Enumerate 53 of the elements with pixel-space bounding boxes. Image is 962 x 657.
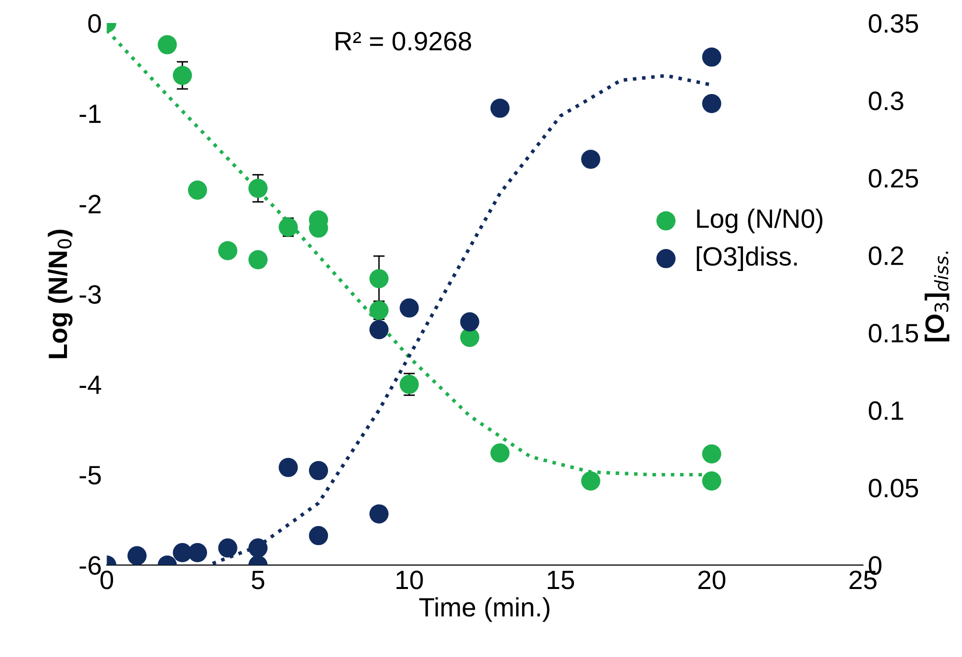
y-tick-label: -2	[80, 194, 101, 214]
x-tick-label: 10	[396, 570, 423, 590]
y-axis-title: Log (N/N$_{0}$)	[48, 230, 73, 358]
legend-label: [O3]diss.	[696, 246, 797, 271]
x-tick-label: 20	[698, 570, 726, 590]
point	[581, 471, 600, 491]
point	[702, 94, 722, 114]
point	[369, 269, 389, 288]
point	[218, 241, 238, 260]
point	[369, 504, 389, 524]
point	[158, 35, 177, 54]
point	[369, 300, 389, 320]
point	[127, 546, 147, 566]
point	[248, 250, 268, 270]
point	[702, 444, 722, 464]
point	[172, 66, 192, 85]
point	[278, 218, 298, 237]
y-tick-label: -6	[80, 556, 101, 575]
y-tick-label: -1	[80, 104, 101, 123]
y2-tick-label: 0.2	[868, 246, 904, 266]
y-tick-label: 0	[88, 14, 101, 33]
y-tick-label: -3	[80, 285, 101, 304]
y2-tick-label: 0.1	[868, 401, 904, 420]
point	[702, 471, 722, 491]
y2-tick-label: 0.35	[868, 14, 918, 33]
point	[308, 460, 328, 480]
y2-tick-label: 0.25	[868, 168, 918, 188]
y2-tick-label: 0.15	[868, 324, 918, 343]
legend-label: Log (N/N0)	[697, 208, 822, 234]
point	[460, 312, 480, 332]
point	[490, 98, 510, 118]
x-tick-label: 15	[548, 570, 574, 590]
point	[248, 178, 268, 198]
annotation: R² = 0.9268	[336, 32, 472, 51]
y-tick-label: -4	[80, 376, 102, 394]
y-tick-label: -5	[80, 466, 101, 485]
x-tick-label: 0	[100, 570, 114, 590]
point	[490, 443, 510, 463]
point	[308, 526, 328, 546]
point	[400, 298, 419, 318]
point	[400, 374, 419, 394]
point	[248, 538, 268, 558]
point	[188, 180, 208, 200]
y2-tick-label: 0.3	[868, 92, 904, 110]
x-tick-label: 5	[252, 570, 264, 590]
point	[369, 320, 389, 340]
point	[581, 150, 600, 169]
x-axis-title: Time (min.)	[419, 597, 550, 622]
point	[278, 458, 298, 478]
point	[218, 538, 238, 558]
y2-axis-title: [O$_{3}$]$_{diss.}$	[924, 252, 950, 342]
point	[702, 47, 722, 67]
y2-tick-label: 0.05	[868, 478, 918, 498]
